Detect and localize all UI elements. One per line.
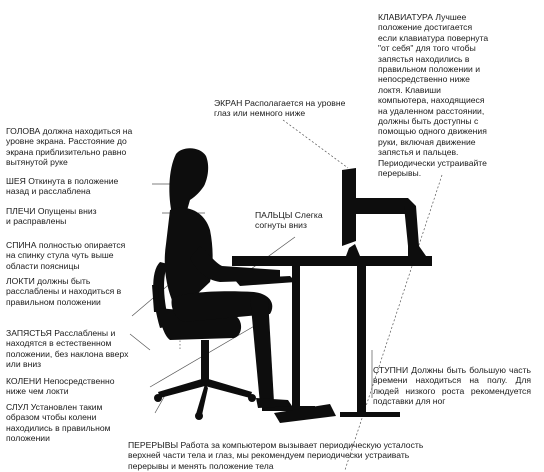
head-annotation: ГОЛОВА должна находиться на уровне экран… — [6, 126, 133, 168]
feet-annotation: СТУПНИ Должны быть большую часть времени… — [373, 365, 531, 407]
fingers-annotation: ПАЛЬЦЫ Слегка согнуты вниз — [255, 210, 323, 231]
footrest — [274, 404, 336, 423]
knees-annotation: КОЛЕНИ Непосредственно ниже чем локти — [6, 376, 115, 397]
person-silhouette — [164, 148, 292, 408]
monitor-arm — [356, 198, 426, 256]
shoulders-annotation: ПЛЕЧИ Опущены вниз и расправлены — [6, 206, 97, 227]
wrists-annotation: ЗАПЯСТЬЯ Расслаблены и находятся в естес… — [6, 328, 129, 370]
desk — [232, 256, 432, 417]
neck-annotation: ШЕЯ Откинута в положение назад и расслаб… — [6, 176, 119, 197]
monitor — [342, 168, 360, 256]
chair-annotation: СЛУЛ Установлен таким образом чтобы коле… — [6, 402, 111, 444]
screen-annotation: ЭКРАН Располагается на уровне глаз или н… — [214, 98, 346, 119]
breaks-annotation: ПЕРЕРЫВЫ Работа за компьютером вызывает … — [128, 440, 424, 471]
back-annotation: СПИНА полностью опирается на спинку стул… — [6, 240, 126, 271]
keyboard-annotation: КЛАВИАТУРА Лучшее положение достигается … — [378, 12, 489, 179]
elbows-annotation: ЛОКТИ должны быть расслаблены и находить… — [6, 276, 122, 307]
